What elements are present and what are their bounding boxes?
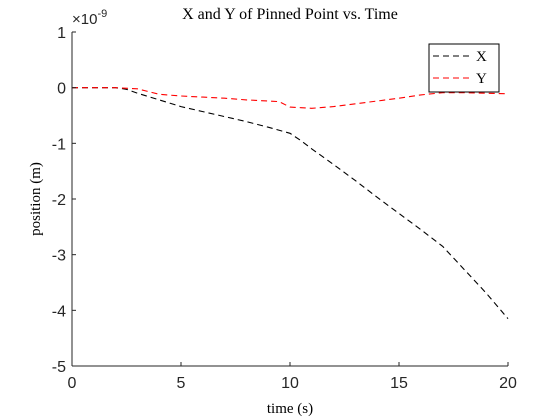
legend-box [428,43,500,93]
y-exponent-power: -9 [97,8,107,20]
y-tick-label: 0 [57,81,66,98]
x-ticks: 0 5 10 15 20 [68,362,517,392]
y-ticks: 1 0 -1 -2 -3 -4 -5 [52,25,76,376]
y-tick-label: -3 [52,248,66,265]
series-line-x [72,87,509,320]
x-axis-label: time (s) [267,401,313,417]
y-exponent-base: ×10 [72,11,97,28]
chart-title: X and Y of Pinned Point vs. Time [182,6,398,23]
x-tick-label: 10 [281,375,299,392]
y-tick-label: -2 [52,192,66,209]
legend-label-y: Y [476,71,487,87]
legend-label-x: X [476,49,487,65]
y-tick-label: -5 [52,359,66,376]
y-axis-label: position (m) [28,162,44,236]
x-tick-label: 5 [177,375,186,392]
x-tick-label: 15 [390,375,408,392]
y-tick-label: -1 [52,136,66,153]
y-tick-label: 1 [57,25,66,42]
x-tick-label: 0 [68,375,77,392]
y-tick-label: -4 [52,303,66,320]
legend: X Y [428,43,500,93]
y-exponent-label: ×10-9 [72,8,107,28]
x-tick-label: 20 [499,375,517,392]
series-layer [72,87,509,320]
series-line-y [72,87,509,109]
